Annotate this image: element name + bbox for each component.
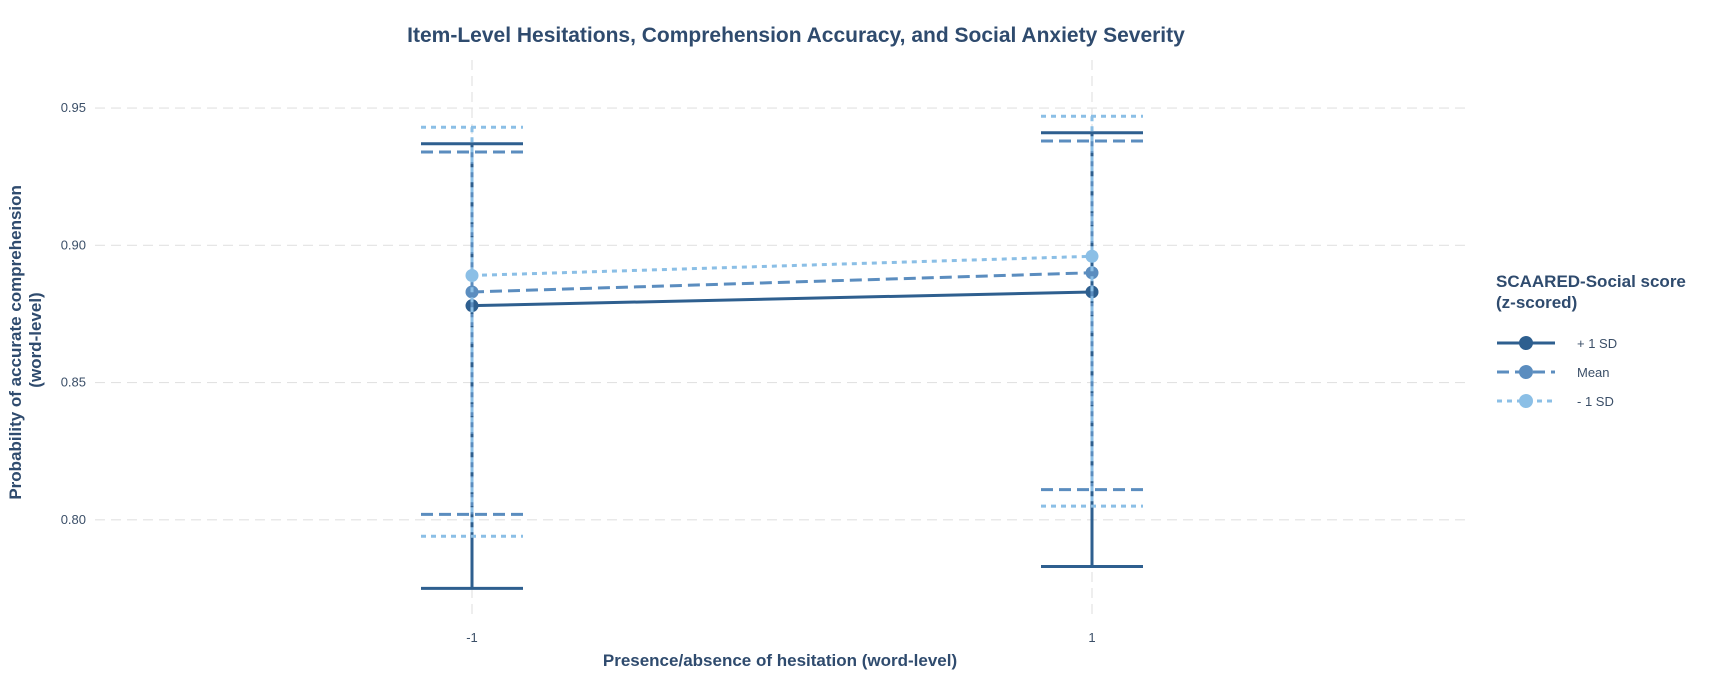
legend-title-line-2: (z-scored) [1496, 293, 1577, 312]
legend: SCAARED-Social score (z-scored) + 1 SD Me… [1496, 272, 1691, 409]
y-axis-title: Probability of accurate comprehension (w… [6, 180, 45, 499]
series-line [471, 254, 1093, 277]
x-axis-title: Presence/absence of hesitation (word-lev… [603, 651, 957, 670]
legend-item-1: Mean [1497, 365, 1610, 380]
y-tick-label: 0.90 [61, 237, 86, 252]
legend-label: Mean [1577, 365, 1610, 380]
grid [95, 60, 1465, 620]
y-tick-label: 0.95 [61, 100, 86, 115]
legend-item-0: + 1 SD [1497, 336, 1617, 351]
legend-key-point [1519, 394, 1533, 408]
legend-item-2: - 1 SD [1497, 394, 1614, 409]
data-point [465, 268, 479, 282]
y-tick-label: 0.85 [61, 375, 86, 390]
chart-title: Item-Level Hesitations, Comprehension Ac… [407, 24, 1185, 47]
x-tick-label: 1 [1088, 630, 1095, 645]
series-2 [421, 114, 1143, 538]
legend-label: - 1 SD [1577, 394, 1614, 409]
series-line [471, 290, 1093, 308]
legend-title: SCAARED-Social score (z-scored) [1496, 272, 1691, 312]
y-tick-labels: 0.80 0.85 0.90 0.95 [61, 100, 86, 527]
legend-items: + 1 SD Mean - 1 SD [1497, 336, 1617, 409]
legend-label: + 1 SD [1577, 336, 1617, 351]
x-tick-label: -1 [466, 630, 478, 645]
y-tick-label: 0.80 [61, 512, 86, 527]
legend-title-line-1: SCAARED-Social score [1496, 272, 1686, 291]
legend-key-point [1519, 336, 1533, 350]
y-axis-title-line-1: Probability of accurate comprehension [6, 185, 25, 500]
x-tick-labels: -1 1 [466, 630, 1095, 645]
y-axis-title-line-2: (word-level) [26, 292, 45, 387]
series-layer [421, 114, 1143, 590]
series-line [471, 271, 1093, 294]
data-point [1085, 266, 1099, 280]
legend-key-point [1519, 365, 1533, 379]
series-1 [421, 139, 1143, 516]
data-point [1085, 249, 1099, 263]
